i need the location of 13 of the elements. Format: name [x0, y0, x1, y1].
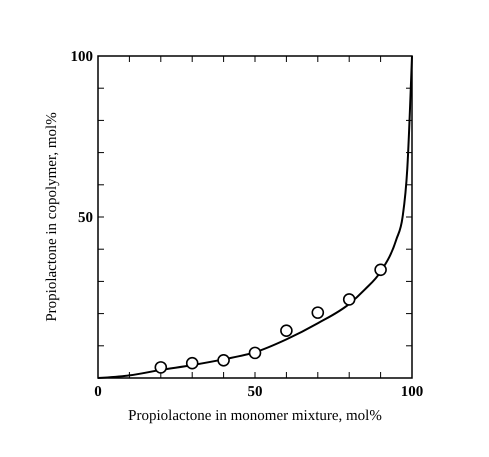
point	[186, 356, 198, 370]
x-tick-label: 100	[400, 384, 424, 400]
point	[374, 264, 387, 276]
point	[248, 346, 262, 360]
point	[342, 293, 356, 306]
point	[217, 354, 230, 367]
point	[154, 361, 168, 374]
point	[280, 324, 293, 337]
x-tick-label: 50	[248, 384, 262, 400]
x-tick-label: 0	[94, 384, 102, 400]
point	[312, 306, 324, 319]
x-axis-title: Propiolactone in monomer mixture, mol%	[128, 408, 382, 424]
y-axis-title: Propiolactone in copolymer, mol%	[44, 112, 60, 322]
